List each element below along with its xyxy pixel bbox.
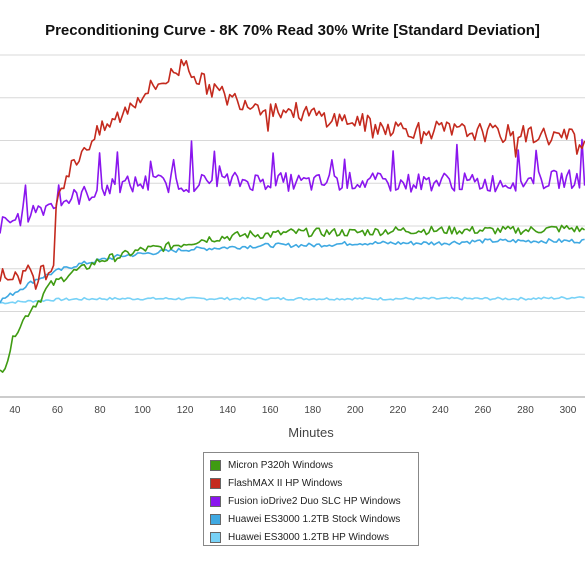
x-tick-label: 200 <box>347 405 364 416</box>
legend-swatch <box>210 495 221 507</box>
legend-label: Fusion ioDrive2 Duo SLC HP Windows <box>228 495 401 507</box>
chart-title: Preconditioning Curve - 8K 70% Read 30% … <box>45 22 540 39</box>
grid-layer <box>0 54 585 398</box>
legend-item: Huawei ES3000 1.2TB HP Windows <box>210 530 389 544</box>
legend-swatch <box>210 459 221 471</box>
legend-item: FlashMAX II HP Windows <box>210 476 342 490</box>
series-line-3 <box>0 238 585 304</box>
x-tick-label: 160 <box>262 405 279 416</box>
legend-swatch <box>210 477 221 489</box>
legend: Micron P320h Windows FlashMAX II HP Windo… <box>203 452 419 546</box>
legend-item: Huawei ES3000 1.2TB Stock Windows <box>210 512 400 526</box>
x-tick-label: 300 <box>560 405 577 416</box>
x-tick-label: 100 <box>134 405 151 416</box>
x-tick-label: 180 <box>304 405 321 416</box>
legend-swatch <box>210 531 221 543</box>
legend-label: Micron P320h Windows <box>228 459 334 471</box>
series-line-4 <box>0 296 585 305</box>
series-line-2 <box>0 138 585 234</box>
legend-label: Huawei ES3000 1.2TB HP Windows <box>228 531 390 543</box>
x-tick-label: 80 <box>94 405 106 416</box>
x-tick-label: 120 <box>177 405 194 416</box>
x-tick-label: 60 <box>52 405 64 416</box>
legend-swatch <box>210 513 221 525</box>
x-tick-label: 40 <box>9 405 21 416</box>
legend-item: Fusion ioDrive2 Duo SLC HP Windows <box>210 494 401 508</box>
legend-label: FlashMAX II HP Windows <box>228 477 343 489</box>
x-axis: 40 60 80 100 120 140 160 180 200 220 240 260 280 300 M… <box>9 405 576 440</box>
legend-label: Huawei ES3000 1.2TB Stock Windows <box>228 513 401 525</box>
legend-item: Micron P320h Windows <box>210 458 333 472</box>
x-tick-label: 260 <box>475 405 492 416</box>
series-line-0 <box>0 224 585 373</box>
x-tick-label: 140 <box>219 405 236 416</box>
x-tick-label: 280 <box>517 405 534 416</box>
series-layer <box>0 58 585 373</box>
x-tick-label: 220 <box>389 405 406 416</box>
x-tick-label: 240 <box>432 405 449 416</box>
series-line-1 <box>0 58 585 290</box>
x-axis-label: Minutes <box>288 425 334 440</box>
